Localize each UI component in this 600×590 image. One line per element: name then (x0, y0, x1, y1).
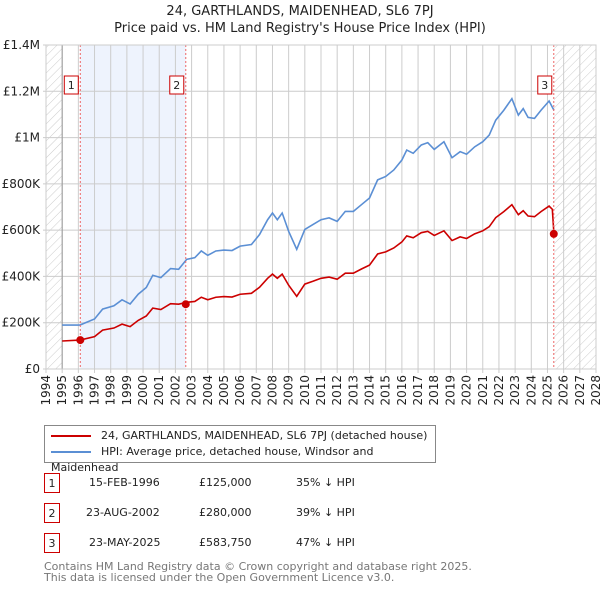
blue-line-swatch (51, 451, 91, 453)
legend-label: HPI: Average price, detached house, Wind… (51, 445, 374, 474)
transaction-date: 23-MAY-2025 (89, 536, 161, 549)
plot-frame (45, 44, 597, 370)
x-tick-label: 1995 (55, 375, 69, 406)
transaction-row: 1 15-FEB-1996 £125,000 35% ↓ HPI (44, 473, 444, 493)
hatched-no-data-right (553, 45, 596, 369)
x-tick-label: 2017 (411, 375, 425, 406)
x-tick-label: 2019 (443, 375, 457, 406)
price-chart: 1994 1995 1996 1997 1998 1999 2000 2001 2002 2003… (2, 38, 600, 406)
transaction-date: 15-FEB-1996 (89, 476, 160, 489)
sale-label: 3 (541, 79, 548, 92)
x-tick-label: 1997 (88, 375, 102, 406)
red-line-swatch (51, 435, 91, 437)
x-tick-label: 2018 (427, 375, 441, 406)
transaction-number: 3 (44, 533, 60, 553)
x-tick-label: 2004 (201, 375, 215, 406)
legend-item-property: 24, GARTHLANDS, MAIDENHEAD, SL6 7PJ (det… (51, 428, 427, 444)
footer-copyright: Contains HM Land Registry data © Crown c… (44, 560, 472, 573)
x-tick-label: 2021 (476, 375, 490, 406)
x-tick-label: 2025 (540, 375, 554, 406)
sale-label-box (537, 75, 553, 95)
x-tick-label: 2002 (168, 375, 182, 406)
transaction-price: £280,000 (199, 506, 252, 519)
x-tick-label: 2026 (557, 375, 571, 406)
y-tick-label: £200K (2, 316, 42, 330)
x-tick-label: 2000 (136, 375, 150, 406)
transaction-hpi-delta: 39% ↓ HPI (296, 506, 355, 519)
transaction-hpi-delta: 47% ↓ HPI (296, 536, 355, 549)
x-tick-label: 2014 (363, 375, 377, 406)
y-tick-label: £0 (25, 362, 40, 376)
x-tick-label: 1994 (39, 375, 53, 406)
sale-point (76, 336, 85, 345)
chart-title: 24, GARTHLANDS, MAIDENHEAD, SL6 7PJ (166, 4, 434, 19)
x-tick-label: 2013 (346, 375, 360, 406)
chart-subtitle: Price paid vs. HM Land Registry's House … (114, 21, 486, 36)
sale-point (549, 229, 558, 238)
x-tick-label: 2003 (185, 375, 199, 406)
legend-label: 24, GARTHLANDS, MAIDENHEAD, SL6 7PJ (det… (101, 429, 428, 442)
legend-item-hpi: HPI: Average price, detached house, Wind… (51, 444, 435, 474)
x-tick-label: 2010 (298, 375, 312, 406)
x-tick-label: 2001 (152, 375, 166, 406)
sale-point (181, 300, 190, 309)
x-tick-label: 2028 (589, 375, 600, 406)
transaction-number: 2 (44, 503, 60, 523)
sale-label-box (169, 75, 185, 95)
x-tick-label: 2023 (508, 375, 522, 406)
x-tick-label: 2015 (379, 375, 393, 406)
x-tick-label: 1998 (104, 375, 118, 406)
transaction-row: 2 23-AUG-2002 £280,000 39% ↓ HPI (44, 503, 444, 523)
x-tick-label: 2005 (217, 375, 231, 406)
y-tick-label: £1M (14, 131, 40, 145)
x-tick-label: 1999 (120, 375, 134, 406)
x-tick-label: 2008 (265, 375, 279, 406)
x-tick-label: 2012 (330, 375, 344, 406)
transaction-price: £583,750 (199, 536, 252, 549)
y-tick-label: £400K (2, 269, 42, 283)
property-price-line (62, 203, 555, 342)
x-tick-label: 2024 (524, 375, 538, 406)
x-tick-label: 2027 (573, 375, 587, 406)
transaction-row: 3 23-MAY-2025 £583,750 47% ↓ HPI (44, 533, 444, 553)
transaction-date: 23-AUG-2002 (86, 506, 160, 519)
x-tick-label: 2020 (460, 375, 474, 406)
x-tick-label: 2011 (314, 375, 328, 406)
footer-licence: This data is licensed under the Open Gov… (44, 571, 395, 584)
transaction-price: £125,000 (199, 476, 252, 489)
sale-label: 1 (68, 79, 75, 92)
y-tick-label: £1.4M (3, 38, 40, 52)
x-tick-label: 2009 (282, 375, 296, 406)
hatched-no-data-left (46, 45, 63, 369)
x-tick-label: 2006 (233, 375, 247, 406)
transaction-number: 1 (44, 473, 60, 493)
hpi-line (62, 97, 555, 326)
transaction-hpi-delta: 35% ↓ HPI (296, 476, 355, 489)
sale-label-box (63, 75, 79, 95)
x-tick-label: 2016 (395, 375, 409, 406)
x-tick-label: 2007 (249, 375, 263, 406)
x-tick-label: 2022 (492, 375, 506, 406)
x-tick-label: 1996 (71, 375, 85, 406)
y-tick-label: £800K (2, 177, 42, 191)
sale-label: 2 (173, 79, 180, 92)
legend: 24, GARTHLANDS, MAIDENHEAD, SL6 7PJ (det… (44, 425, 436, 474)
y-tick-label: £600K (2, 223, 42, 237)
y-tick-label: £1.2M (3, 84, 40, 98)
